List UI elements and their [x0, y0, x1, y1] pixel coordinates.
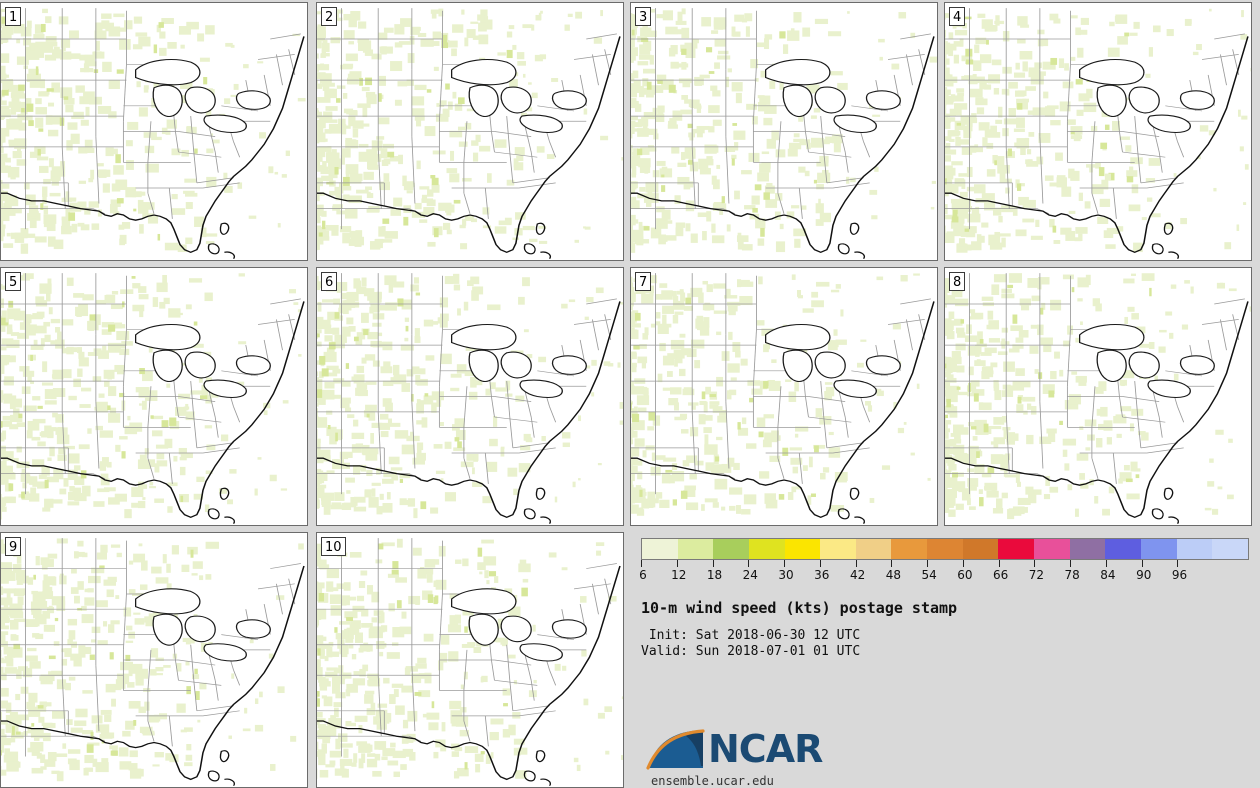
forecast-panel-1: 1 [0, 2, 308, 261]
colorbar-tick-66 [998, 560, 1000, 567]
panel-label-8: 8 [949, 272, 966, 291]
colorbar-tick-6 [641, 560, 642, 567]
colorbar-segment-1 [677, 539, 714, 559]
colorbar-segment-13 [1105, 539, 1141, 559]
panel-label-10: 10 [321, 537, 346, 556]
colorbar-label-96: 96 [1171, 568, 1188, 582]
colorbar-ticks [641, 560, 1249, 568]
colorbar-segment-16 [1212, 539, 1248, 559]
panel-label-6: 6 [321, 272, 338, 291]
forecast-panel-8: 8 [944, 267, 1252, 526]
colorbar-label-12: 12 [671, 568, 687, 582]
panel-label-9: 9 [5, 537, 22, 556]
colorbar-label-90: 90 [1136, 568, 1152, 582]
colorbar-segment-6 [855, 539, 892, 559]
colorbar-segment-14 [1140, 539, 1177, 559]
colorbar-segment-11 [1034, 539, 1070, 559]
colorbar-tick-36 [819, 560, 821, 567]
colorbar-tick-48 [891, 560, 893, 567]
forecast-panel-6: 6 [316, 267, 624, 526]
forecast-panel-7: 7 [630, 267, 938, 526]
colorbar-label-72: 72 [1028, 568, 1045, 582]
colorbar-tick-30 [784, 560, 786, 567]
colorbar-segment-15 [1176, 539, 1213, 559]
panel-label-3: 3 [635, 7, 652, 26]
colorbar-label-78: 78 [1064, 568, 1080, 582]
colorbar-segment-3 [748, 539, 785, 559]
figure-init-valid-times: Init: Sat 2018-06-30 12 UTC Valid: Sun 2… [641, 628, 861, 659]
colorbar-label-36: 36 [814, 568, 830, 582]
colorbar-label-66: 66 [993, 568, 1009, 582]
colorbar-label-54: 54 [921, 568, 937, 582]
colorbar-tick-60 [962, 560, 964, 567]
colorbar-tick-42 [855, 560, 857, 567]
colorbar-tick-54 [927, 560, 929, 567]
forecast-panel-2: 2 [316, 2, 624, 261]
forecast-panel-5: 5 [0, 267, 308, 526]
panel-label-2: 2 [321, 7, 338, 26]
forecast-panel-4: 4 [944, 2, 1252, 261]
colorbar-tick-labels: 6 12 18 24 30 36 42 48 54 60 66 72 78 84 90 96 [639, 568, 1260, 584]
colorbar-tick-72 [1034, 560, 1036, 567]
ncar-logo-mark-icon [646, 728, 706, 770]
colorbar-segment-0 [642, 539, 678, 559]
panel-label-4: 4 [949, 7, 966, 26]
colorbar-label-24: 24 [742, 568, 758, 582]
colorbar-segment-8 [927, 539, 963, 559]
colorbar-segment-7 [891, 539, 928, 559]
colorbar-label-30: 30 [778, 568, 794, 582]
colorbar-label-18: 18 [706, 568, 723, 582]
colorbar-segment-10 [998, 539, 1035, 559]
colorbar-label-48: 48 [885, 568, 901, 582]
colorbar-tick-18 [712, 560, 714, 567]
ncar-wordmark: NCAR [708, 727, 823, 771]
colorbar-label-42: 42 [849, 568, 866, 582]
colorbar-tick-12 [676, 560, 678, 567]
colorbar-label-6: 6 [639, 568, 647, 582]
colorbar-segment-9 [962, 539, 999, 559]
forecast-panel-9: 9 [0, 532, 308, 788]
colorbar-segment-4 [784, 539, 821, 559]
colorbar-segment-5 [820, 539, 856, 559]
colorbar-tick-96 [1177, 560, 1179, 567]
forecast-panel-10: 10 [316, 532, 624, 788]
colorbar-tick-78 [1070, 560, 1072, 567]
colorbar-segment-2 [713, 539, 749, 559]
figure-title: 10-m wind speed (kts) postage stamp [641, 599, 958, 617]
colorbar-tick-84 [1105, 560, 1107, 567]
colorbar-segment-12 [1069, 539, 1106, 559]
ncar-url-label: ensemble.ucar.edu [651, 774, 774, 788]
forecast-panel-3: 3 [630, 2, 938, 261]
panel-label-1: 1 [5, 7, 22, 26]
wind-speed-colorbar [641, 538, 1249, 560]
ncar-logo: NCAR ensemble.ucar.edu [646, 727, 846, 788]
colorbar-label-84: 84 [1100, 568, 1116, 582]
colorbar-tick-90 [1141, 560, 1143, 567]
panel-label-5: 5 [5, 272, 22, 291]
colorbar-area: 6 12 18 24 30 36 42 48 54 60 66 72 78 84 90 96 [639, 538, 1249, 584]
colorbar-tick-24 [748, 560, 750, 567]
colorbar-label-60: 60 [957, 568, 973, 582]
panel-label-7: 7 [635, 272, 652, 291]
